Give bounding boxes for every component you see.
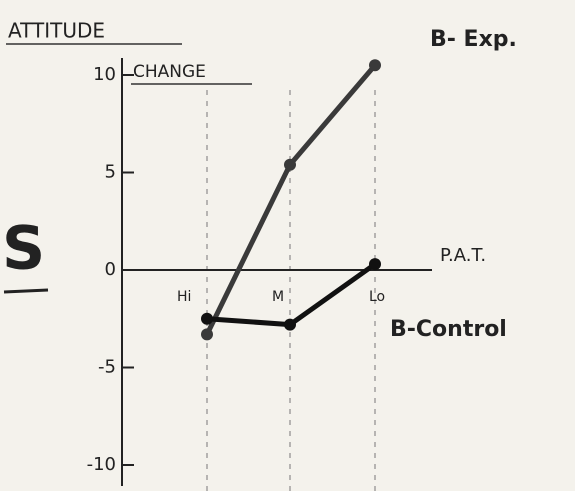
x-tick-label: Hi xyxy=(177,289,191,305)
series-line xyxy=(207,264,375,324)
data-point xyxy=(369,258,381,270)
x-tick-label: Lo xyxy=(369,289,385,305)
y-tick-label: 0 xyxy=(105,259,116,280)
x-axis-label: P.A.T. xyxy=(440,245,486,266)
series-line xyxy=(207,65,375,334)
x-tick-label: M xyxy=(272,289,284,305)
series-label: B- Exp. xyxy=(430,27,517,52)
y-tick-label: 5 xyxy=(105,162,116,183)
data-point xyxy=(369,59,381,71)
chart-title: ATTITUDE xyxy=(8,19,105,43)
page: {"chart_data": { "type": "line", "title"… xyxy=(0,0,575,491)
data-point xyxy=(284,159,296,171)
annotation: S xyxy=(2,214,45,284)
chart: ATTITUDE CHANGE P.A.T. S Hi M Lo 10 5 0 -5 -10 B… xyxy=(0,0,575,491)
y-tick-label: 10 xyxy=(93,64,116,85)
data-point xyxy=(201,313,213,325)
data-point xyxy=(284,319,296,331)
y-tick-label: -5 xyxy=(98,357,116,378)
data-point xyxy=(201,328,213,340)
y-axis-label: CHANGE xyxy=(133,62,206,82)
annotation-underline xyxy=(4,290,48,292)
series-label: B-Control xyxy=(390,317,507,342)
y-tick-label: -10 xyxy=(87,454,116,475)
